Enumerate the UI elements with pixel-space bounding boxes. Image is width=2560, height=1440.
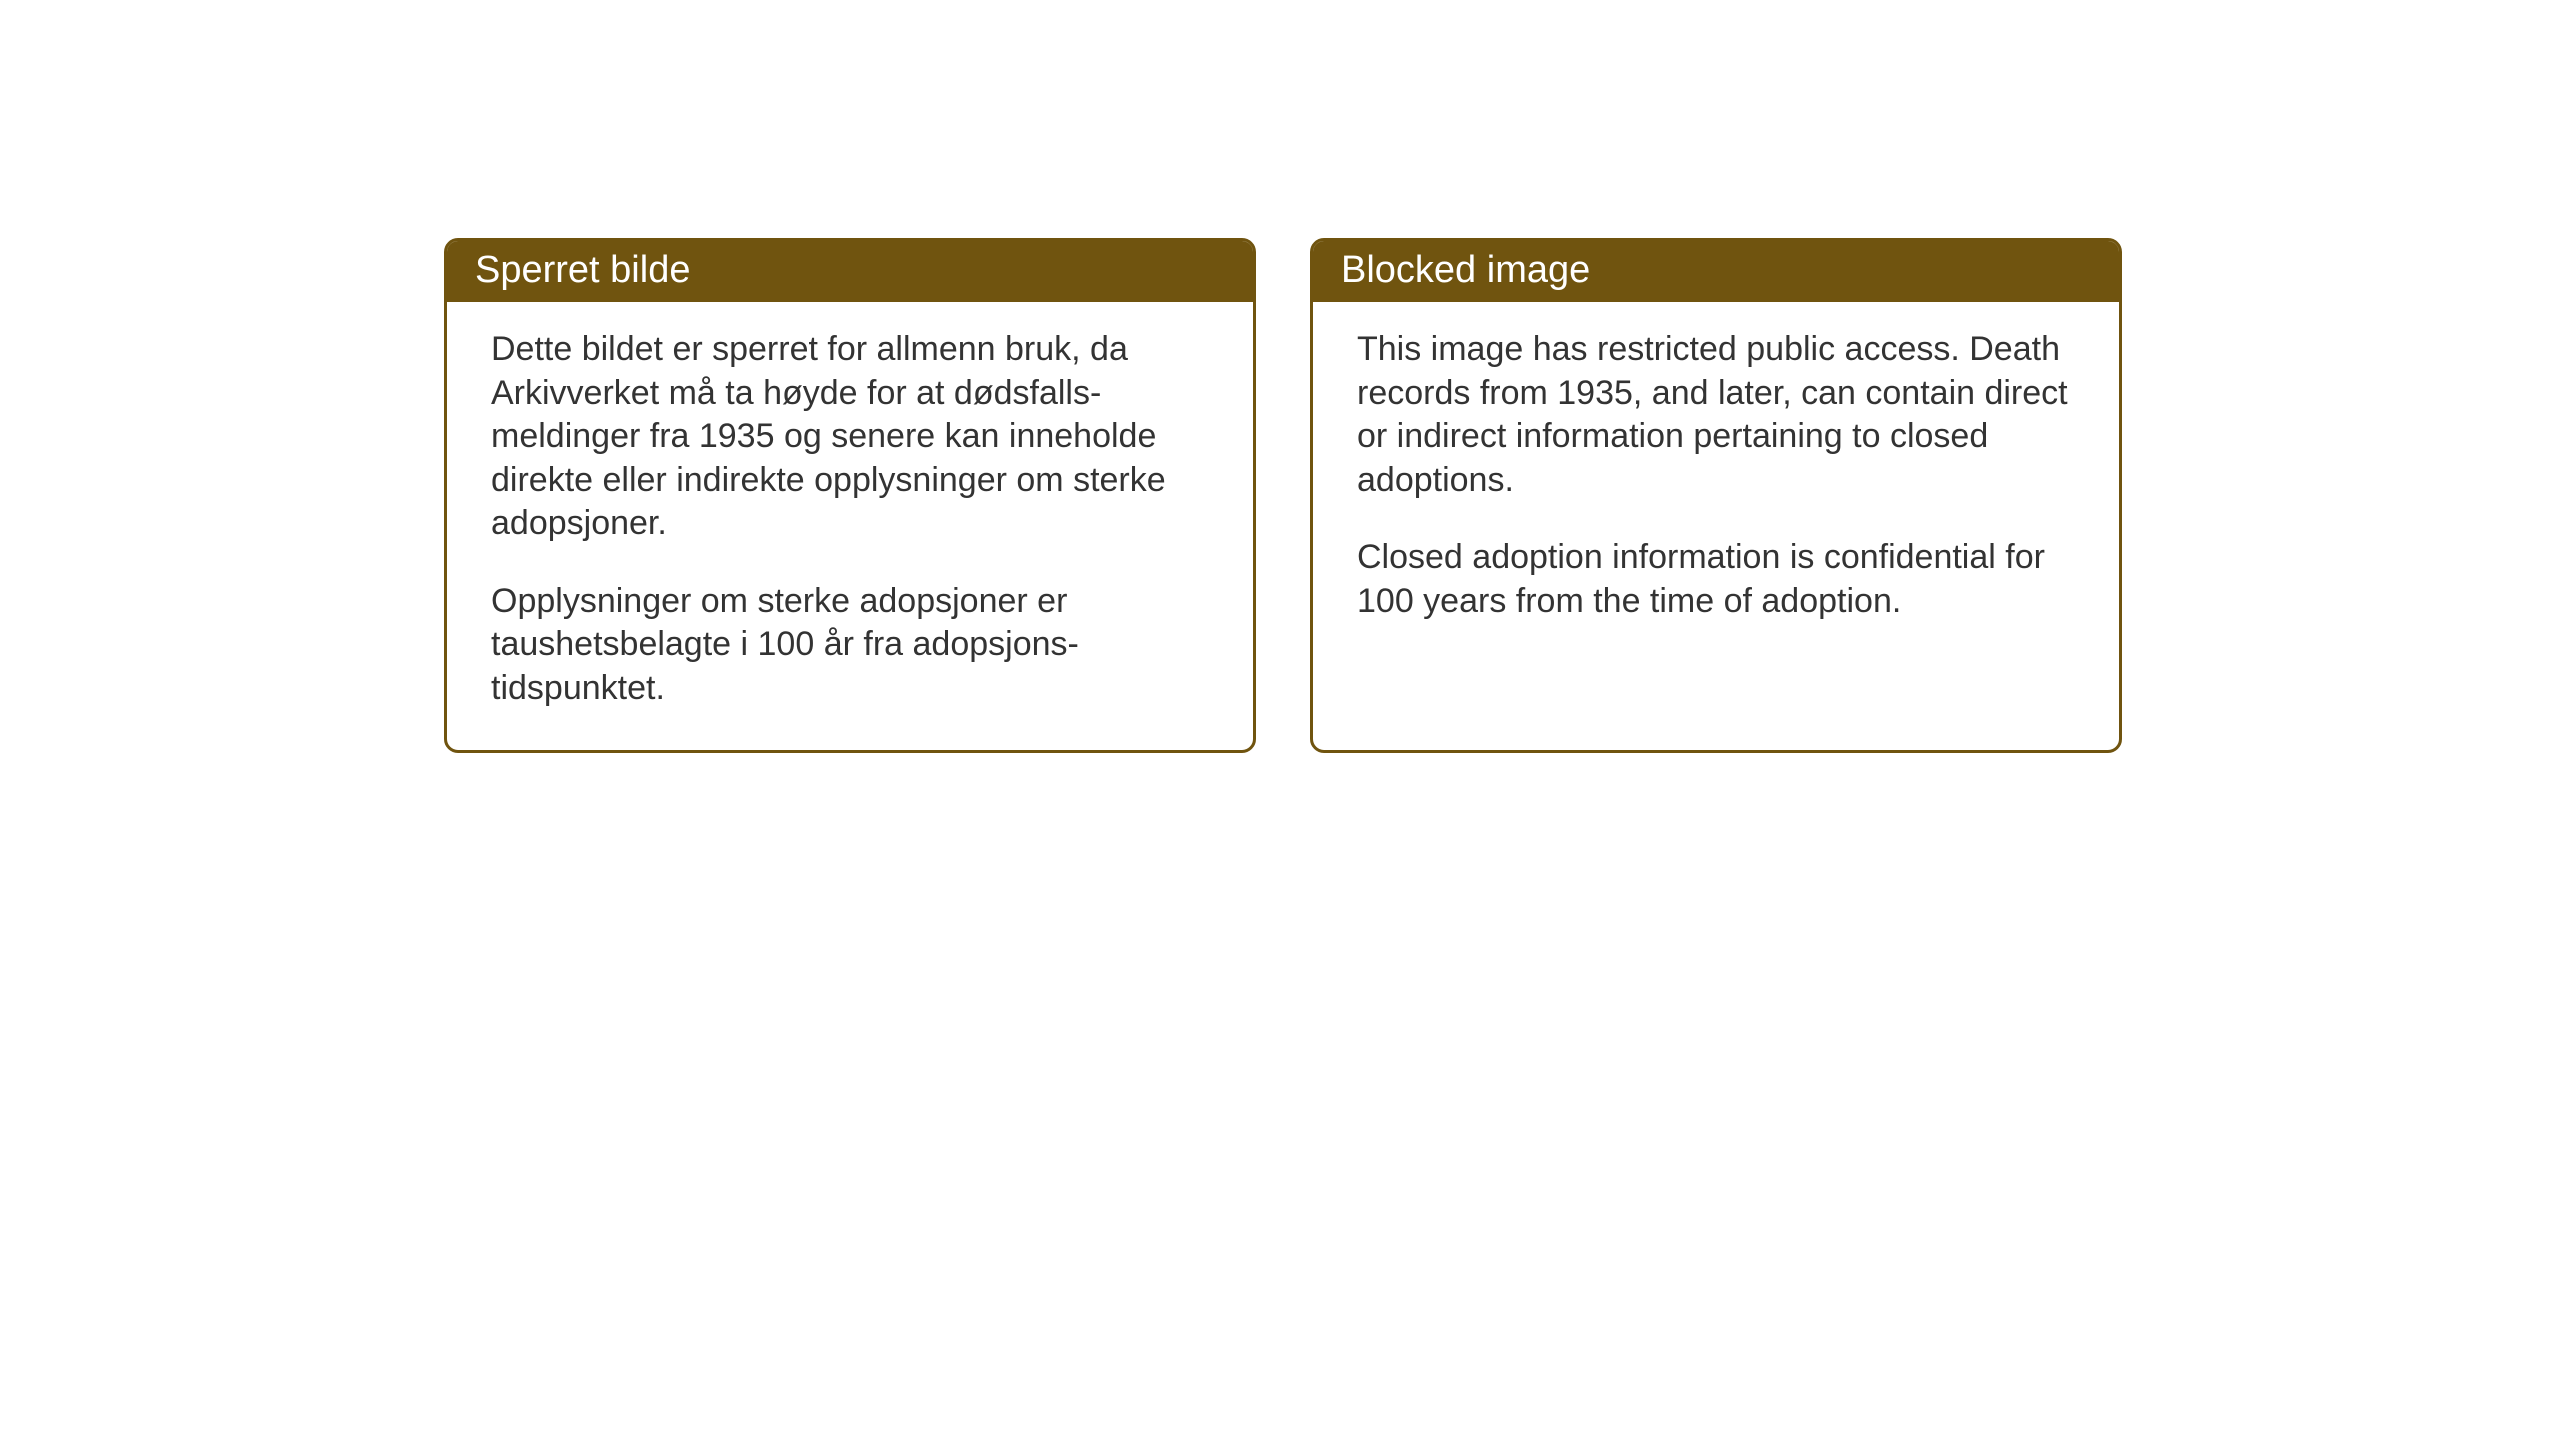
card-paragraph-2: Closed adoption information is confident…: [1357, 536, 2075, 623]
card-paragraph-2: Opplysninger om sterke adopsjoner er tau…: [491, 580, 1209, 711]
notice-card-english: Blocked image This image has restricted …: [1310, 238, 2122, 753]
notice-card-norwegian: Sperret bilde Dette bildet er sperret fo…: [444, 238, 1256, 753]
card-paragraph-1: This image has restricted public access.…: [1357, 328, 2075, 502]
card-paragraph-1: Dette bildet er sperret for allmenn bruk…: [491, 328, 1209, 546]
card-body-english: This image has restricted public access.…: [1313, 302, 2119, 663]
card-body-norwegian: Dette bildet er sperret for allmenn bruk…: [447, 302, 1253, 750]
card-header-norwegian: Sperret bilde: [447, 241, 1253, 302]
notice-container: Sperret bilde Dette bildet er sperret fo…: [444, 238, 2122, 753]
card-header-english: Blocked image: [1313, 241, 2119, 302]
